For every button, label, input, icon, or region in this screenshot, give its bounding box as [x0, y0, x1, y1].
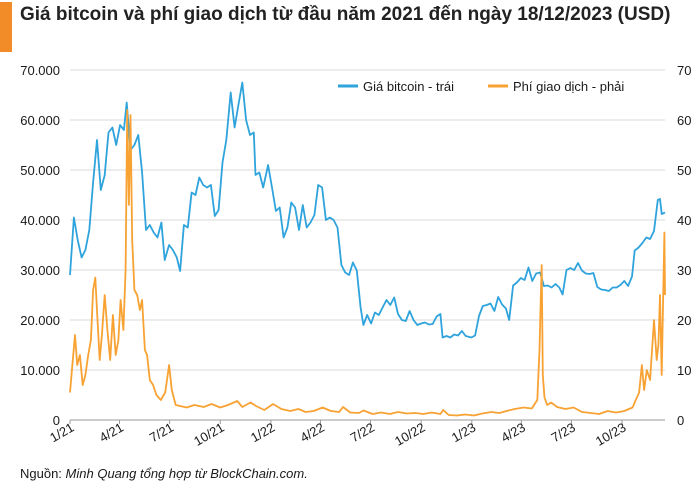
source-note: Nguồn: Minh Quang tổng hợp từ BlockChain…	[20, 466, 308, 481]
y-right-tick-label: 70	[677, 63, 691, 78]
chart-title: Giá bitcoin và phí giao dịch từ đầu năm …	[20, 4, 671, 25]
legend-item-price-label: Giá bitcoin - trái	[363, 79, 454, 94]
y-left-tick-label: 10.000	[20, 363, 60, 378]
x-tick-label: 10/22	[392, 420, 428, 449]
x-tick-label: 4/22	[298, 420, 327, 446]
y-left-tick-label: 60.000	[20, 113, 60, 128]
y-left-tick-label: 20.000	[20, 313, 60, 328]
x-tick-label: 10/21	[191, 420, 227, 449]
x-tick-label: 1/23	[449, 420, 478, 446]
source-prefix: Nguồn:	[20, 466, 66, 481]
x-tick-label: 4/21	[97, 420, 126, 446]
x-tick-label: 4/23	[498, 420, 527, 446]
x-tick-label: 7/23	[549, 420, 578, 446]
y-right-tick-label: 0	[677, 413, 684, 428]
x-tick-label: 7/21	[147, 420, 176, 446]
transaction-fee-line	[69, 109, 666, 417]
title-accent-bar	[0, 2, 12, 52]
legend-item-fee-label: Phí giao dịch - phải	[513, 79, 624, 94]
y-left-tick-label: 70.000	[20, 63, 60, 78]
y-left-tick-label: 30.000	[20, 263, 60, 278]
y-right-tick-label: 10	[677, 363, 691, 378]
y-left-tick-label: 0	[53, 413, 60, 428]
y-right-tick-label: 20	[677, 313, 691, 328]
x-tick-label: 10/23	[593, 420, 629, 449]
y-right-tick-label: 50	[677, 163, 691, 178]
y-right-tick-label: 60	[677, 113, 691, 128]
x-tick-label: 1/21	[47, 420, 76, 446]
source-text: Minh Quang tổng hợp từ BlockChain.com.	[65, 466, 308, 481]
y-right-tick-label: 40	[677, 213, 691, 228]
x-tick-label: 7/22	[348, 420, 377, 446]
y-left-tick-label: 50.000	[20, 163, 60, 178]
bitcoin-price-line	[69, 81, 666, 339]
y-left-tick-label: 40.000	[20, 213, 60, 228]
y-right-tick-label: 30	[677, 263, 691, 278]
x-tick-label: 1/22	[248, 420, 277, 446]
